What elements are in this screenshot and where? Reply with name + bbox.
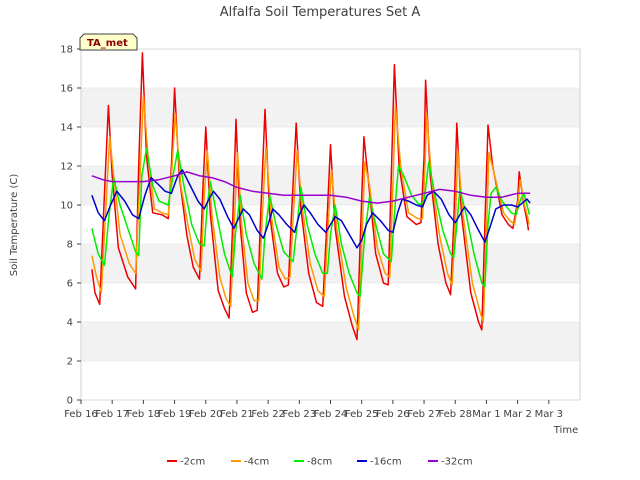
- x-tick-label: Feb 26: [376, 409, 410, 420]
- site-label: TA_met: [87, 38, 128, 49]
- y-tick-label: 14: [60, 123, 73, 134]
- data-lines: [91, 52, 531, 341]
- legend-item: -4cm: [231, 457, 269, 468]
- legend-item: -8cm: [294, 457, 332, 468]
- x-tick-label: Feb 16: [64, 409, 98, 420]
- y-tick-label: 4: [67, 318, 73, 329]
- y-axis-label: Soil Temperature (C): [9, 174, 20, 277]
- grid-band: [81, 244, 580, 283]
- grid-band: [81, 322, 580, 361]
- x-tick-label: Feb 18: [127, 409, 161, 420]
- series-line-minus-16cm: [91, 169, 531, 249]
- y-tick-label: 2: [67, 357, 73, 368]
- legend-item: -16cm: [357, 457, 402, 468]
- x-tick-label: Feb 27: [407, 409, 441, 420]
- x-tick-label: Feb 19: [158, 409, 192, 420]
- legend-item: -2cm: [167, 457, 205, 468]
- series-line-minus-4cm: [91, 95, 530, 331]
- legend-label: -8cm: [307, 457, 332, 468]
- y-tick-label: 0: [67, 396, 73, 407]
- series-line-minus-8cm: [91, 147, 531, 298]
- y-tick-label: 18: [60, 45, 73, 56]
- legend: -2cm -4cm -8cm -16cm -32cm: [167, 457, 473, 468]
- x-tick-label: Feb 21: [220, 409, 254, 420]
- legend-label: -4cm: [244, 457, 269, 468]
- x-tick-label: Feb 22: [251, 409, 285, 420]
- y-tick-label: 10: [60, 201, 73, 212]
- x-tick-label: Feb 17: [95, 409, 129, 420]
- x-tick-label: Mar 1: [472, 409, 500, 420]
- legend-item: -32cm: [428, 457, 473, 468]
- x-tick-label: Feb 24: [314, 409, 348, 420]
- grid-band: [81, 88, 580, 127]
- x-tick-label: Feb 23: [283, 409, 317, 420]
- x-axis-label: Time: [553, 425, 578, 436]
- x-tick-label: Mar 3: [535, 409, 563, 420]
- legend-label: -32cm: [441, 457, 473, 468]
- series-line-minus-32cm: [91, 171, 531, 204]
- y-tick-label: 16: [60, 84, 73, 95]
- site-label-box: TA_met: [79, 33, 138, 51]
- legend-label: -16cm: [370, 457, 402, 468]
- x-tick-label: Feb 28: [438, 409, 472, 420]
- x-tick-label: Feb 20: [189, 409, 223, 420]
- chart-title: Alfalfa Soil Temperatures Set A: [220, 5, 421, 20]
- x-tick-label: Feb 25: [345, 409, 379, 420]
- legend-label: -2cm: [180, 457, 205, 468]
- y-axis: 0 2 4 6 8 10 12 14 16 18: [60, 45, 580, 407]
- y-tick-label: 12: [60, 162, 73, 173]
- y-tick-label: 6: [67, 279, 73, 290]
- x-tick-label: Mar 2: [503, 409, 531, 420]
- y-tick-label: 8: [67, 240, 73, 251]
